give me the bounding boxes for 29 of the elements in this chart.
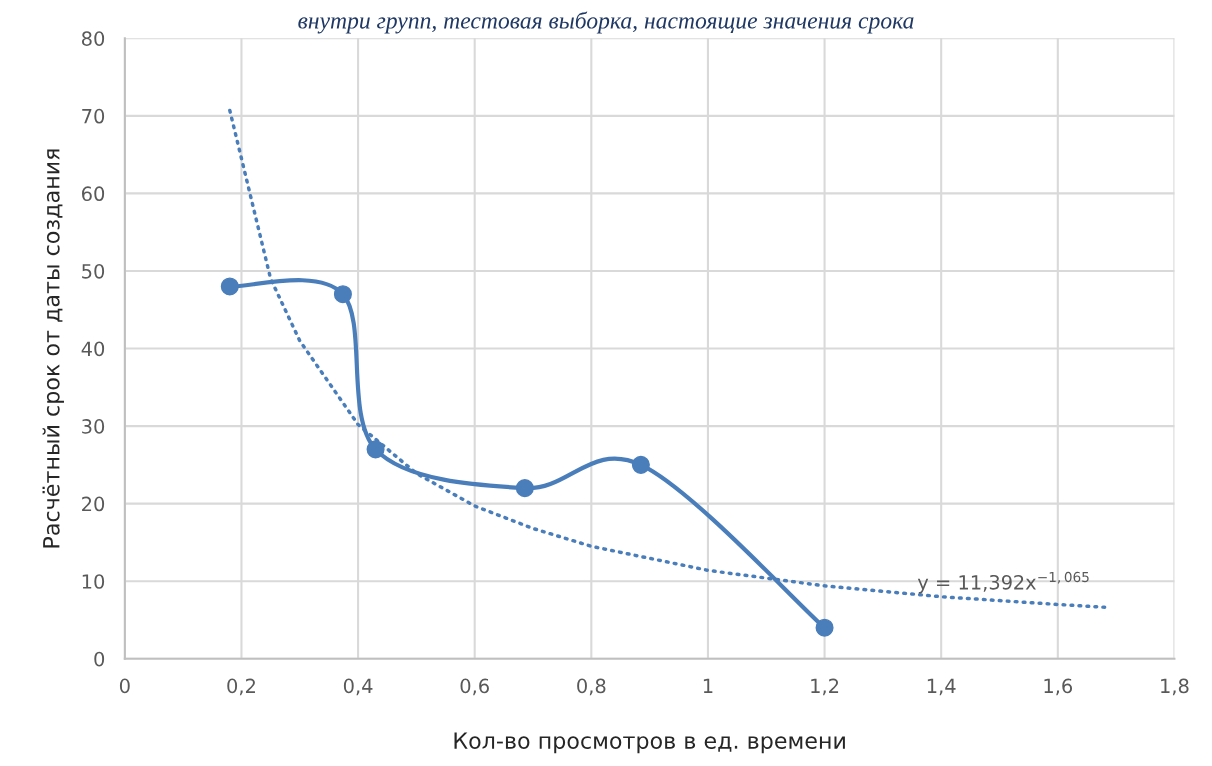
y-tick-label: 50 <box>82 263 105 279</box>
point <box>515 479 534 498</box>
y-tick-label: 60 <box>82 186 105 202</box>
y-tick-label: 0 <box>94 651 105 667</box>
x-tick-label: 0,2 <box>227 678 255 696</box>
point <box>220 277 239 296</box>
y-tick-label: 70 <box>82 108 105 124</box>
y-tick-label: 10 <box>82 574 105 589</box>
x-tick-label: 1,2 <box>811 678 839 696</box>
y-tick-label: 80 <box>81 31 105 46</box>
x-tick-label: 1 <box>703 678 713 693</box>
y-tick-label: 20 <box>82 496 105 512</box>
x-tick-label: 1,8 <box>1161 678 1189 696</box>
x-axis-title: Кол-во просмотров в ед. времени <box>454 732 845 754</box>
x-tick-label: 0,6 <box>460 678 489 696</box>
y-tick-label: 40 <box>81 341 105 357</box>
x-tick-label: 0,4 <box>343 678 373 696</box>
point <box>631 455 650 474</box>
point <box>333 285 352 304</box>
chart-title: внутри групп, тестовая выборка, настоящие значения срока <box>298 11 914 34</box>
annotation: y = 11,392x$^{−1,065}$ <box>917 571 1089 594</box>
x-tick-label: 0 <box>119 678 130 694</box>
y-axis-title: Расчётный срок от даты создания <box>42 149 64 548</box>
y-tick-label: 30 <box>82 419 105 434</box>
x-tick-label: 1,4 <box>927 678 956 696</box>
x-tick-label: 0,8 <box>577 678 606 696</box>
point <box>815 618 834 637</box>
x-tick-label: 1,6 <box>1044 678 1073 696</box>
point <box>366 440 385 459</box>
